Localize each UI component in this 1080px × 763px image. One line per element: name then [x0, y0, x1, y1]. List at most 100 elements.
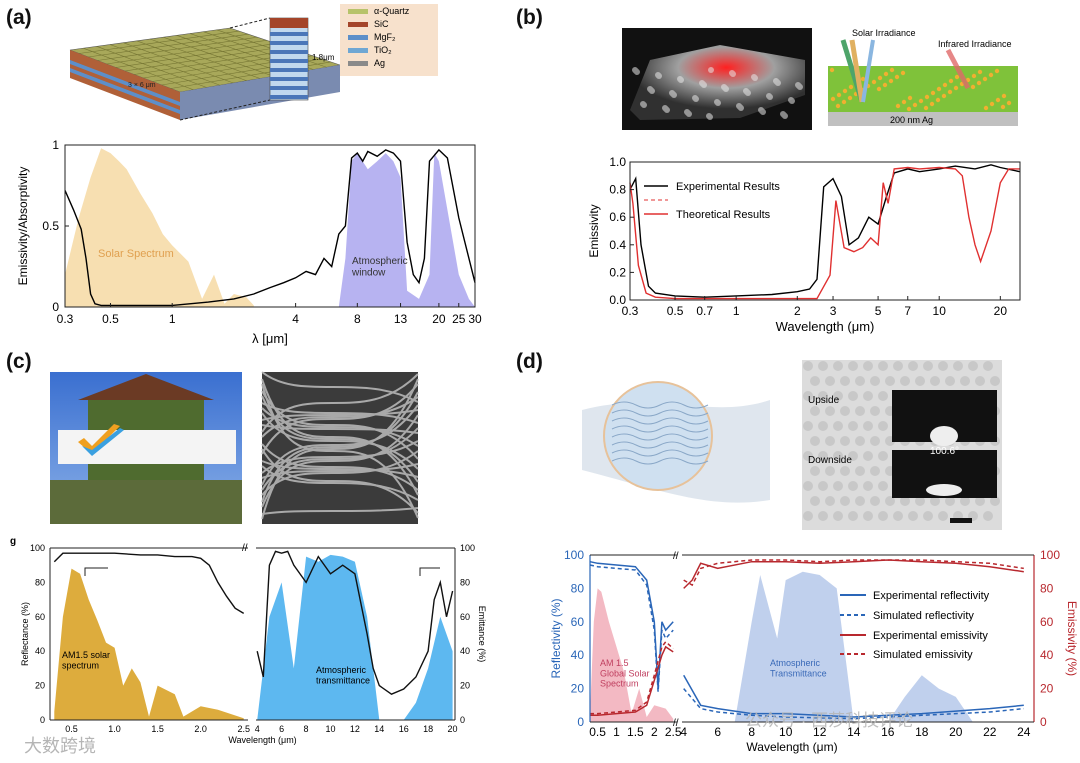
legend-label: MgF₂ [374, 32, 396, 42]
x-tick-label: 6 [279, 724, 284, 734]
series-line-left [589, 560, 674, 689]
panel-label-a: (a) [6, 6, 32, 29]
x-tick-label: 8 [304, 724, 309, 734]
right-axis-arrow [419, 567, 440, 576]
solar-spectrum-area [65, 148, 254, 307]
x-tick-label: 2 [651, 725, 658, 739]
x-tick-label: 4 [292, 312, 299, 326]
panel-label-b: (b) [516, 6, 543, 29]
subfigure-letter: g [10, 536, 16, 547]
x-tick-label: 0.5 [102, 312, 119, 326]
y-tick-label-right: 100 [460, 543, 475, 553]
axis-break: // [242, 543, 248, 554]
y-tick-label: 0.6 [609, 210, 626, 224]
x-tick-label: 8 [354, 312, 361, 326]
x-tick-label: 12 [350, 724, 360, 734]
x-tick-label: 20 [432, 312, 446, 326]
y-tick-label-left: 40 [571, 648, 585, 662]
chart-d: 0.5 1 1.5 2 2.54 6 8 10 12 14 16 18 20 22 24 0 0 20 20 40 40… [549, 548, 1079, 754]
y-axis-label-right: Emittance (%) [477, 606, 487, 663]
left-axis-arrow [84, 567, 108, 576]
panel-c: (c) 0.5 1.0 1.5 2.0 2.5 4 6 8 10 12 14 16 18 20 0 0 20 20… [0, 350, 540, 763]
chart-a: 0.3 0.5 1 4 8 13 20 25 30 0 0.5 1 λ [μm] Emissivity/A… [16, 138, 482, 346]
x-tick-label: 10 [933, 304, 947, 318]
y-tick-label-right: 40 [1040, 648, 1054, 662]
emittance-line [256, 550, 454, 695]
am15-annotation: AM 1.5 Global Solar Spectrum [600, 658, 650, 689]
am15-annotation: AM1.5 solar spectrum [62, 650, 110, 670]
legend-swatch [348, 48, 368, 53]
x-tick-label: 0.7 [696, 304, 713, 318]
panel-label-d: (d) [516, 350, 543, 373]
y-tick-label: 0.5 [42, 219, 59, 233]
legend-label: Ag [374, 58, 385, 68]
x-tick-label: 1.0 [108, 724, 121, 734]
y-axis-label-right: Emissivity (%) [1065, 601, 1079, 676]
x-tick-label: 16 [399, 724, 409, 734]
atmospheric-annotation: Atmospheric Transmittance [770, 658, 827, 678]
solar-irradiance-label: Solar Irradiance [852, 28, 916, 38]
x-axis-label: Wavelength (μm) [776, 319, 875, 334]
axis-break: // [673, 718, 679, 729]
am15-solar-area [54, 568, 244, 720]
x-tick-label: 20 [994, 304, 1008, 318]
metamaterial-illustration: 1.8μm 3 × 6 μm [69, 17, 341, 121]
x-tick-label: 12 [813, 725, 827, 739]
x-tick-label: 13 [394, 312, 408, 326]
y-tick-label-right: 60 [460, 612, 470, 622]
y-tick-label-left: 60 [35, 612, 45, 622]
fabric-illustration [582, 381, 770, 503]
legend-label: SiC [374, 19, 389, 29]
upside-label: Upside [808, 395, 840, 406]
reflectance-line [53, 552, 245, 614]
y-tick-label-right: 40 [460, 646, 470, 656]
y-tick-label-left: 80 [571, 581, 585, 595]
y-tick-label: 1 [52, 138, 59, 152]
legend-swatch [348, 35, 368, 40]
legend-swatch [348, 22, 368, 27]
x-tick-label: 25 [452, 312, 466, 326]
y-tick-label-left: 100 [564, 548, 584, 562]
x-tick-label: 1 [733, 304, 740, 318]
x-tick-label: 20 [448, 724, 458, 734]
x-tick-label: 0.3 [57, 312, 74, 326]
watermark-right: 公众号 · 西莎科技评论 [745, 711, 914, 730]
x-tick-label: 10 [779, 725, 793, 739]
x-tick-label: 0.3 [622, 304, 639, 318]
x-tick-label: 0.5 [667, 304, 684, 318]
x-tick-label: 1.5 [627, 725, 644, 739]
y-tick-label-right: 80 [460, 577, 470, 587]
legend-swatch [348, 61, 368, 66]
x-tick-label: 2.5 [665, 725, 682, 739]
watermark-left: 大数跨境 [24, 736, 96, 756]
period-label: 3 × 6 μm [128, 82, 156, 89]
y-tick-label-right: 60 [1040, 615, 1054, 629]
x-tick-label: 8 [748, 725, 755, 739]
y-tick-label-left: 100 [30, 543, 45, 553]
atmospheric-transmittance-area [734, 571, 973, 722]
legend-label: Simulated emissivity [873, 649, 973, 661]
legend-label: Experimental Results [676, 181, 780, 193]
y-tick-label-left: 80 [35, 577, 45, 587]
x-tick-label: 14 [847, 725, 861, 739]
y-tick-label: 0.2 [609, 265, 626, 279]
fiber-micrograph [261, 371, 419, 524]
atmospheric-window-area [338, 153, 475, 307]
series-line-right [683, 559, 1024, 587]
x-tick-label: 4 [255, 724, 260, 734]
panel-a-figure: 1.8μm 3 × 6 μm α-Quartz SiC MgF₂ TiO₂ Ag 0.3… [16, 4, 482, 346]
panel-a: (a) 1.8μm 3 × 6 μm α-Quartz SiC MgF₂ TiO₂ Ag… [0, 0, 540, 350]
y-tick-label-left: 60 [571, 615, 585, 629]
materials-legend: α-Quartz SiC MgF₂ TiO₂ Ag [340, 4, 438, 76]
x-tick-label: 2 [794, 304, 801, 318]
emissivity-line [64, 148, 476, 307]
x-tick-label: 14 [374, 724, 384, 734]
x-tick-label: 7 [904, 304, 911, 318]
y-tick-label-right: 20 [460, 681, 470, 691]
x-tick-label: 22 [983, 725, 997, 739]
x-tick-label: 2.5 [237, 724, 250, 734]
x-tick-label: 20 [949, 725, 963, 739]
series-line-left [590, 645, 674, 717]
